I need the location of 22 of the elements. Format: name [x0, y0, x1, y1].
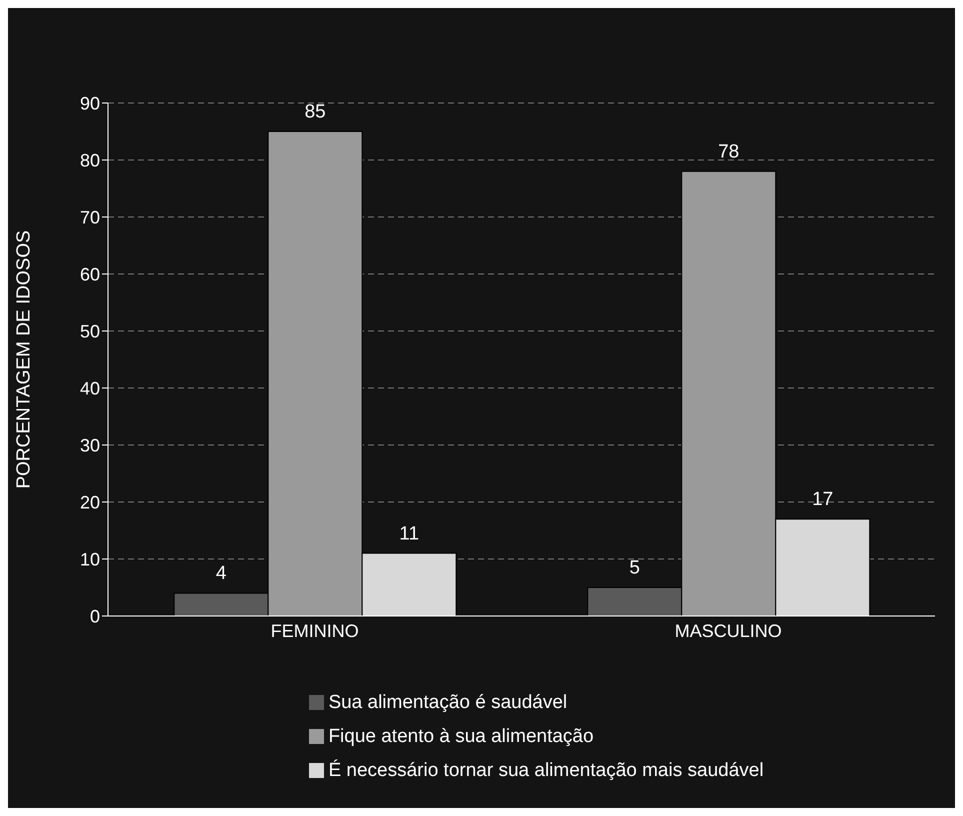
data-label: 11	[399, 523, 420, 544]
data-label: 85	[304, 102, 326, 122]
legend-label: Fique atento à sua alimentação	[328, 726, 594, 747]
legend-label: É necessário tornar sua alimentação mais saudável	[328, 760, 764, 781]
y-tick-label: 10	[80, 549, 100, 570]
y-tick-label: 40	[80, 378, 100, 398]
data-label: 78	[718, 141, 740, 162]
x-tick-label: MASCULINO	[674, 620, 782, 641]
legend-label: Sua alimentação é saudável	[328, 692, 568, 713]
data-label: 17	[812, 489, 834, 510]
y-tick-label: 70	[80, 207, 100, 228]
data-label: 5	[629, 558, 640, 578]
data-label: 4	[216, 563, 227, 584]
y-tick-label: 80	[80, 150, 100, 170]
y-axis-title: PORCENTAGEM DE IDOSOS	[14, 230, 35, 489]
y-tick-label: 30	[80, 435, 100, 456]
y-tick-label: 60	[80, 264, 100, 284]
x-tick-label: FEMININO	[270, 620, 359, 641]
y-tick-label: 50	[80, 321, 100, 342]
y-tick-label: 20	[80, 492, 100, 512]
y-tick-label: 90	[80, 93, 100, 114]
y-tick-label: 0	[90, 606, 100, 626]
